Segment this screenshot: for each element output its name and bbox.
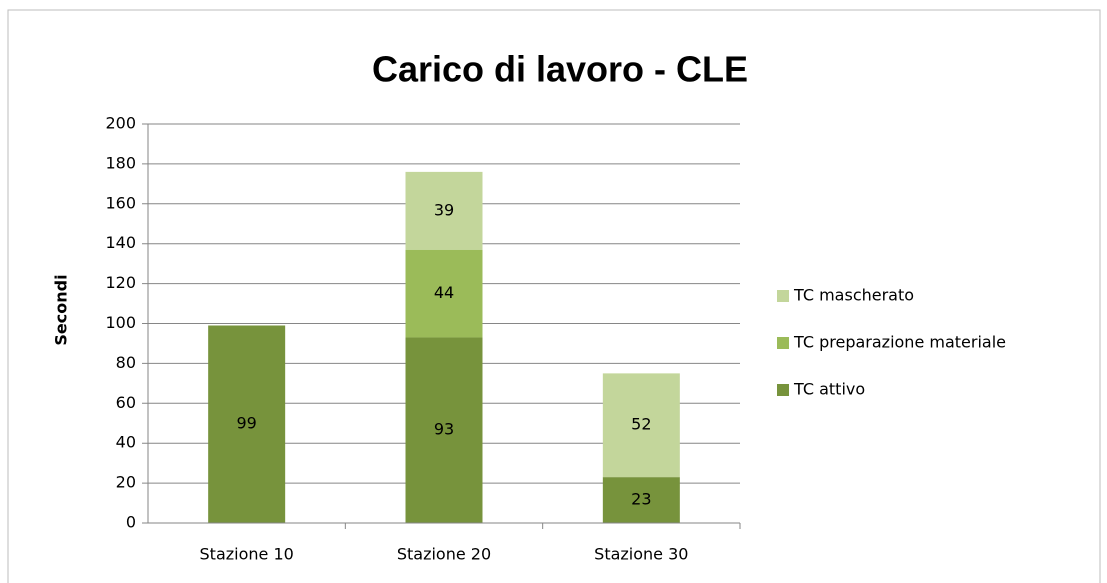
legend-label: TC preparazione materiale — [793, 333, 1006, 352]
legend-swatch — [777, 384, 789, 396]
legend-swatch — [777, 337, 789, 349]
data-label: 39 — [434, 200, 454, 219]
y-tick-label: 180 — [105, 153, 136, 172]
y-tick-label: 160 — [105, 193, 136, 212]
y-tick-label: 0 — [126, 513, 136, 532]
y-tick-label: 140 — [105, 233, 136, 252]
y-tick-label: 80 — [116, 353, 136, 372]
legend-label: TC attivo — [793, 380, 865, 399]
data-label: 99 — [236, 414, 256, 433]
y-tick-label: 100 — [105, 313, 136, 332]
data-label: 23 — [631, 490, 651, 509]
y-tick-label: 20 — [116, 473, 136, 492]
data-label: 52 — [631, 415, 651, 434]
data-label: 44 — [434, 283, 454, 302]
bar-segment — [602, 477, 680, 523]
y-tick-label: 200 — [105, 114, 136, 133]
y-tick-label: 60 — [116, 393, 136, 412]
bar-segment — [208, 325, 286, 523]
bar-segment — [602, 373, 680, 478]
x-tick-label: Stazione 30 — [594, 545, 688, 564]
bar-segment — [405, 337, 483, 523]
data-label: 93 — [434, 420, 454, 439]
chart-border — [7, 9, 1101, 583]
y-axis-label: Secondi — [52, 274, 71, 345]
bar-segment — [405, 249, 483, 338]
legend-label: TC mascherato — [793, 286, 914, 305]
y-tick-label: 40 — [116, 433, 136, 452]
bar-segment — [405, 171, 483, 250]
legend-swatch — [777, 290, 789, 302]
x-tick-label: Stazione 20 — [397, 545, 491, 564]
x-tick-label: Stazione 10 — [200, 545, 294, 564]
chart-title: Carico di lavoro - CLE — [372, 49, 748, 90]
y-tick-label: 120 — [105, 273, 136, 292]
